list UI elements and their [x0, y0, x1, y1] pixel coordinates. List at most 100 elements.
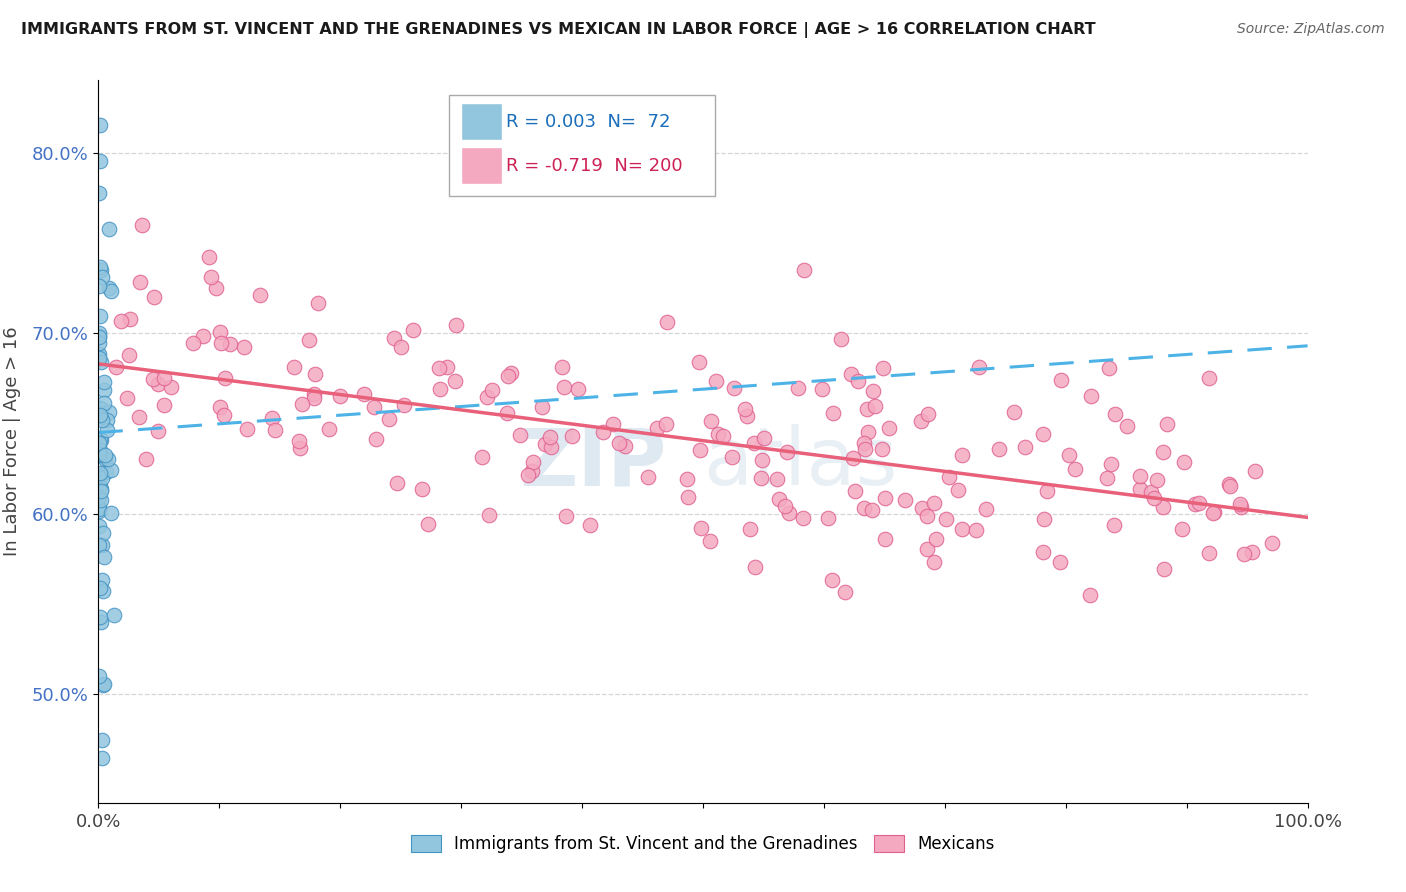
Point — [1198, 371, 1220, 385]
Point — [87, 351, 110, 365]
Point — [1140, 484, 1163, 499]
Point — [877, 421, 900, 435]
Point — [89, 186, 111, 201]
Point — [1240, 545, 1263, 559]
Point — [602, 417, 624, 431]
Point — [205, 281, 228, 295]
Point — [856, 402, 879, 417]
Point — [935, 512, 957, 526]
Point — [89, 432, 111, 446]
Point — [579, 517, 602, 532]
Point — [496, 369, 519, 384]
Point — [392, 398, 415, 412]
Point — [551, 360, 574, 375]
Point — [704, 374, 727, 388]
Point — [856, 425, 879, 439]
Point — [200, 269, 222, 284]
Point — [1064, 461, 1087, 475]
Text: IMMIGRANTS FROM ST. VINCENT AND THE GRENADINES VS MEXICAN IN LABOR FORCE | AGE >: IMMIGRANTS FROM ST. VINCENT AND THE GREN… — [21, 22, 1095, 38]
Point — [389, 340, 412, 354]
Point — [118, 311, 141, 326]
Point — [776, 445, 799, 459]
Point — [87, 500, 110, 514]
Point — [100, 462, 122, 476]
Point — [1032, 427, 1054, 442]
Point — [853, 442, 876, 457]
Point — [689, 521, 711, 535]
Point — [302, 391, 325, 405]
Point — [1170, 522, 1192, 536]
Point — [87, 348, 110, 362]
Point — [1173, 455, 1195, 469]
Point — [792, 511, 814, 525]
Point — [538, 430, 561, 444]
Point — [260, 411, 283, 425]
Point — [1188, 496, 1211, 510]
Point — [385, 476, 408, 491]
Point — [142, 372, 165, 386]
Point — [89, 119, 111, 133]
Point — [481, 383, 503, 397]
Point — [90, 492, 112, 507]
Point — [181, 335, 204, 350]
Point — [87, 490, 110, 504]
Point — [87, 336, 110, 351]
Point — [1152, 445, 1174, 459]
Point — [925, 533, 948, 547]
Point — [862, 384, 884, 398]
Point — [90, 574, 112, 588]
Point — [302, 387, 325, 401]
Point — [1099, 457, 1122, 471]
Point — [232, 340, 254, 354]
Point — [89, 609, 111, 624]
Point — [89, 326, 111, 340]
Point — [90, 615, 112, 630]
Point — [645, 421, 668, 435]
Point — [90, 732, 112, 747]
Point — [723, 381, 745, 395]
Point — [561, 429, 583, 443]
Point — [553, 379, 575, 393]
Point — [915, 541, 938, 556]
Point — [87, 504, 110, 518]
Point — [93, 375, 115, 389]
Point — [655, 316, 678, 330]
Point — [148, 376, 170, 391]
Point — [1152, 500, 1174, 514]
Point — [87, 502, 110, 516]
Point — [1102, 517, 1125, 532]
Point — [363, 401, 385, 415]
Point — [94, 452, 117, 467]
Point — [298, 333, 321, 347]
Point — [87, 329, 110, 343]
Point — [711, 429, 734, 443]
Point — [1184, 497, 1206, 511]
Point — [91, 584, 114, 599]
Point — [89, 442, 111, 457]
Point — [810, 382, 832, 396]
Point — [834, 584, 856, 599]
Point — [89, 466, 111, 480]
Point — [1202, 506, 1225, 520]
Point — [1098, 360, 1121, 375]
Point — [744, 559, 766, 574]
Point — [530, 400, 553, 414]
Point — [751, 452, 773, 467]
Point — [100, 285, 122, 299]
Point — [1032, 511, 1054, 525]
Point — [103, 608, 125, 623]
Point — [873, 532, 896, 546]
Point — [533, 436, 555, 450]
Point — [735, 409, 758, 424]
Point — [89, 401, 111, 416]
Point — [87, 347, 110, 361]
Point — [191, 328, 214, 343]
Point — [444, 318, 467, 333]
Point — [734, 401, 756, 416]
Point — [852, 501, 875, 516]
FancyBboxPatch shape — [461, 147, 502, 184]
Point — [689, 442, 711, 457]
Point — [742, 435, 765, 450]
Point — [90, 751, 112, 765]
Point — [609, 435, 631, 450]
